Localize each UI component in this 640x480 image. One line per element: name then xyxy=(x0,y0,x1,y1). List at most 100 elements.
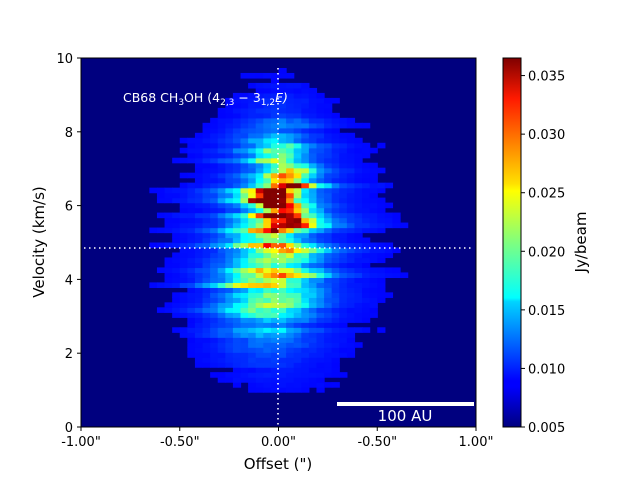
heatmap-cell xyxy=(293,142,302,149)
heatmap-cell xyxy=(248,387,257,393)
heatmap-cell xyxy=(324,247,333,254)
heatmap-cell xyxy=(210,257,219,264)
heatmap-cell xyxy=(240,307,249,313)
heatmap-cell xyxy=(210,132,219,139)
heatmap-cell xyxy=(346,252,356,259)
heatmap-cell xyxy=(301,112,310,119)
heatmap-cell xyxy=(324,332,333,338)
heatmap-cell xyxy=(187,207,196,214)
heatmap-cell xyxy=(316,167,325,174)
heatmap-cell xyxy=(255,92,264,99)
heatmap-cell xyxy=(354,157,363,164)
heatmap-cell xyxy=(210,122,219,129)
heatmap-cell xyxy=(263,177,272,184)
heatmap-cell xyxy=(172,237,181,244)
heatmap-cell xyxy=(293,232,302,239)
heatmap-cell xyxy=(392,217,401,224)
heatmap-cell xyxy=(217,372,226,378)
heatmap-cell xyxy=(263,372,272,378)
heatmap-cell xyxy=(240,327,249,333)
heatmap-cell xyxy=(210,187,219,194)
heatmap-cell xyxy=(384,252,394,259)
heatmap-cell xyxy=(346,142,356,149)
heatmap-cell xyxy=(354,202,363,209)
heatmap-cell xyxy=(248,192,257,199)
heatmap-cell xyxy=(248,367,257,373)
heatmap-cell xyxy=(240,302,249,308)
heatmap-cell xyxy=(270,167,280,174)
heatmap-cell xyxy=(278,322,287,328)
heatmap-cell xyxy=(263,97,272,104)
heatmap-cell xyxy=(263,122,272,129)
heatmap-cell xyxy=(270,77,280,84)
heatmap-cell xyxy=(225,107,234,114)
heatmap-cell xyxy=(316,192,325,199)
heatmap-cell xyxy=(179,202,188,209)
heatmap-cell xyxy=(172,187,181,194)
heatmap-cell xyxy=(377,167,386,174)
heatmap-cell xyxy=(225,347,234,353)
heatmap-cell xyxy=(255,182,264,189)
heatmap-cell xyxy=(194,207,204,214)
heatmap-cell xyxy=(187,197,196,204)
heatmap-cell xyxy=(293,272,302,279)
heatmap-cell xyxy=(202,357,211,363)
heatmap-cell xyxy=(202,127,211,134)
heatmap-cell xyxy=(331,152,340,159)
heatmap-cell xyxy=(316,352,325,358)
heatmap-cell xyxy=(202,327,211,333)
y-tick-label: 4 xyxy=(65,273,73,288)
heatmap-cell xyxy=(210,217,219,224)
heatmap-cell xyxy=(164,282,173,288)
heatmap-cell xyxy=(270,382,280,388)
heatmap-cell xyxy=(263,362,272,368)
heatmap-cell xyxy=(217,257,226,264)
heatmap-cell xyxy=(232,192,242,199)
heatmap-cell xyxy=(308,232,318,239)
heatmap-cell xyxy=(202,342,211,348)
heatmap-cell xyxy=(362,247,371,254)
heatmap-cell xyxy=(172,257,181,264)
heatmap-cell xyxy=(270,82,280,89)
heatmap-cell xyxy=(225,167,234,174)
heatmap-cell xyxy=(324,162,333,169)
heatmap-cell xyxy=(232,357,242,363)
heatmap-cell xyxy=(286,162,295,169)
heatmap-cell xyxy=(286,142,295,149)
heatmap-cell xyxy=(316,92,325,99)
heatmap-cell xyxy=(301,312,310,318)
heatmap-cell xyxy=(316,317,325,323)
heatmap-cell xyxy=(331,162,340,169)
heatmap-cell xyxy=(194,162,204,169)
heatmap-cell xyxy=(308,377,318,383)
heatmap-cell xyxy=(308,267,318,274)
heatmap-cell xyxy=(316,172,325,179)
heatmap-cell xyxy=(293,82,302,89)
heatmap-cell xyxy=(301,232,310,239)
heatmap-cell xyxy=(270,142,280,149)
heatmap-cell xyxy=(308,172,318,179)
heatmap-cell xyxy=(293,172,302,179)
heatmap-cell xyxy=(232,137,242,144)
heatmap-cell xyxy=(194,217,204,224)
heatmap-cell xyxy=(354,152,363,159)
heatmap-cell xyxy=(324,122,333,129)
heatmap-cell xyxy=(270,292,280,298)
heatmap-cell xyxy=(210,157,219,164)
heatmap-cell xyxy=(270,257,280,264)
heatmap-cell xyxy=(331,302,340,308)
heatmap-cell xyxy=(194,337,204,343)
heatmap-cell xyxy=(270,207,280,214)
heatmap-cell xyxy=(202,232,211,239)
heatmap-cell xyxy=(278,272,287,279)
heatmap-cell xyxy=(346,247,356,254)
heatmap-cell xyxy=(278,372,287,378)
heatmap-cell xyxy=(308,262,318,269)
heatmap-cell xyxy=(194,132,204,139)
heatmap-cell xyxy=(369,212,378,219)
heatmap-cell xyxy=(301,257,310,264)
heatmap-cell xyxy=(263,227,272,234)
heatmap-cell xyxy=(179,237,188,244)
heatmap-cell xyxy=(331,257,340,264)
heatmap-cell xyxy=(194,237,204,244)
